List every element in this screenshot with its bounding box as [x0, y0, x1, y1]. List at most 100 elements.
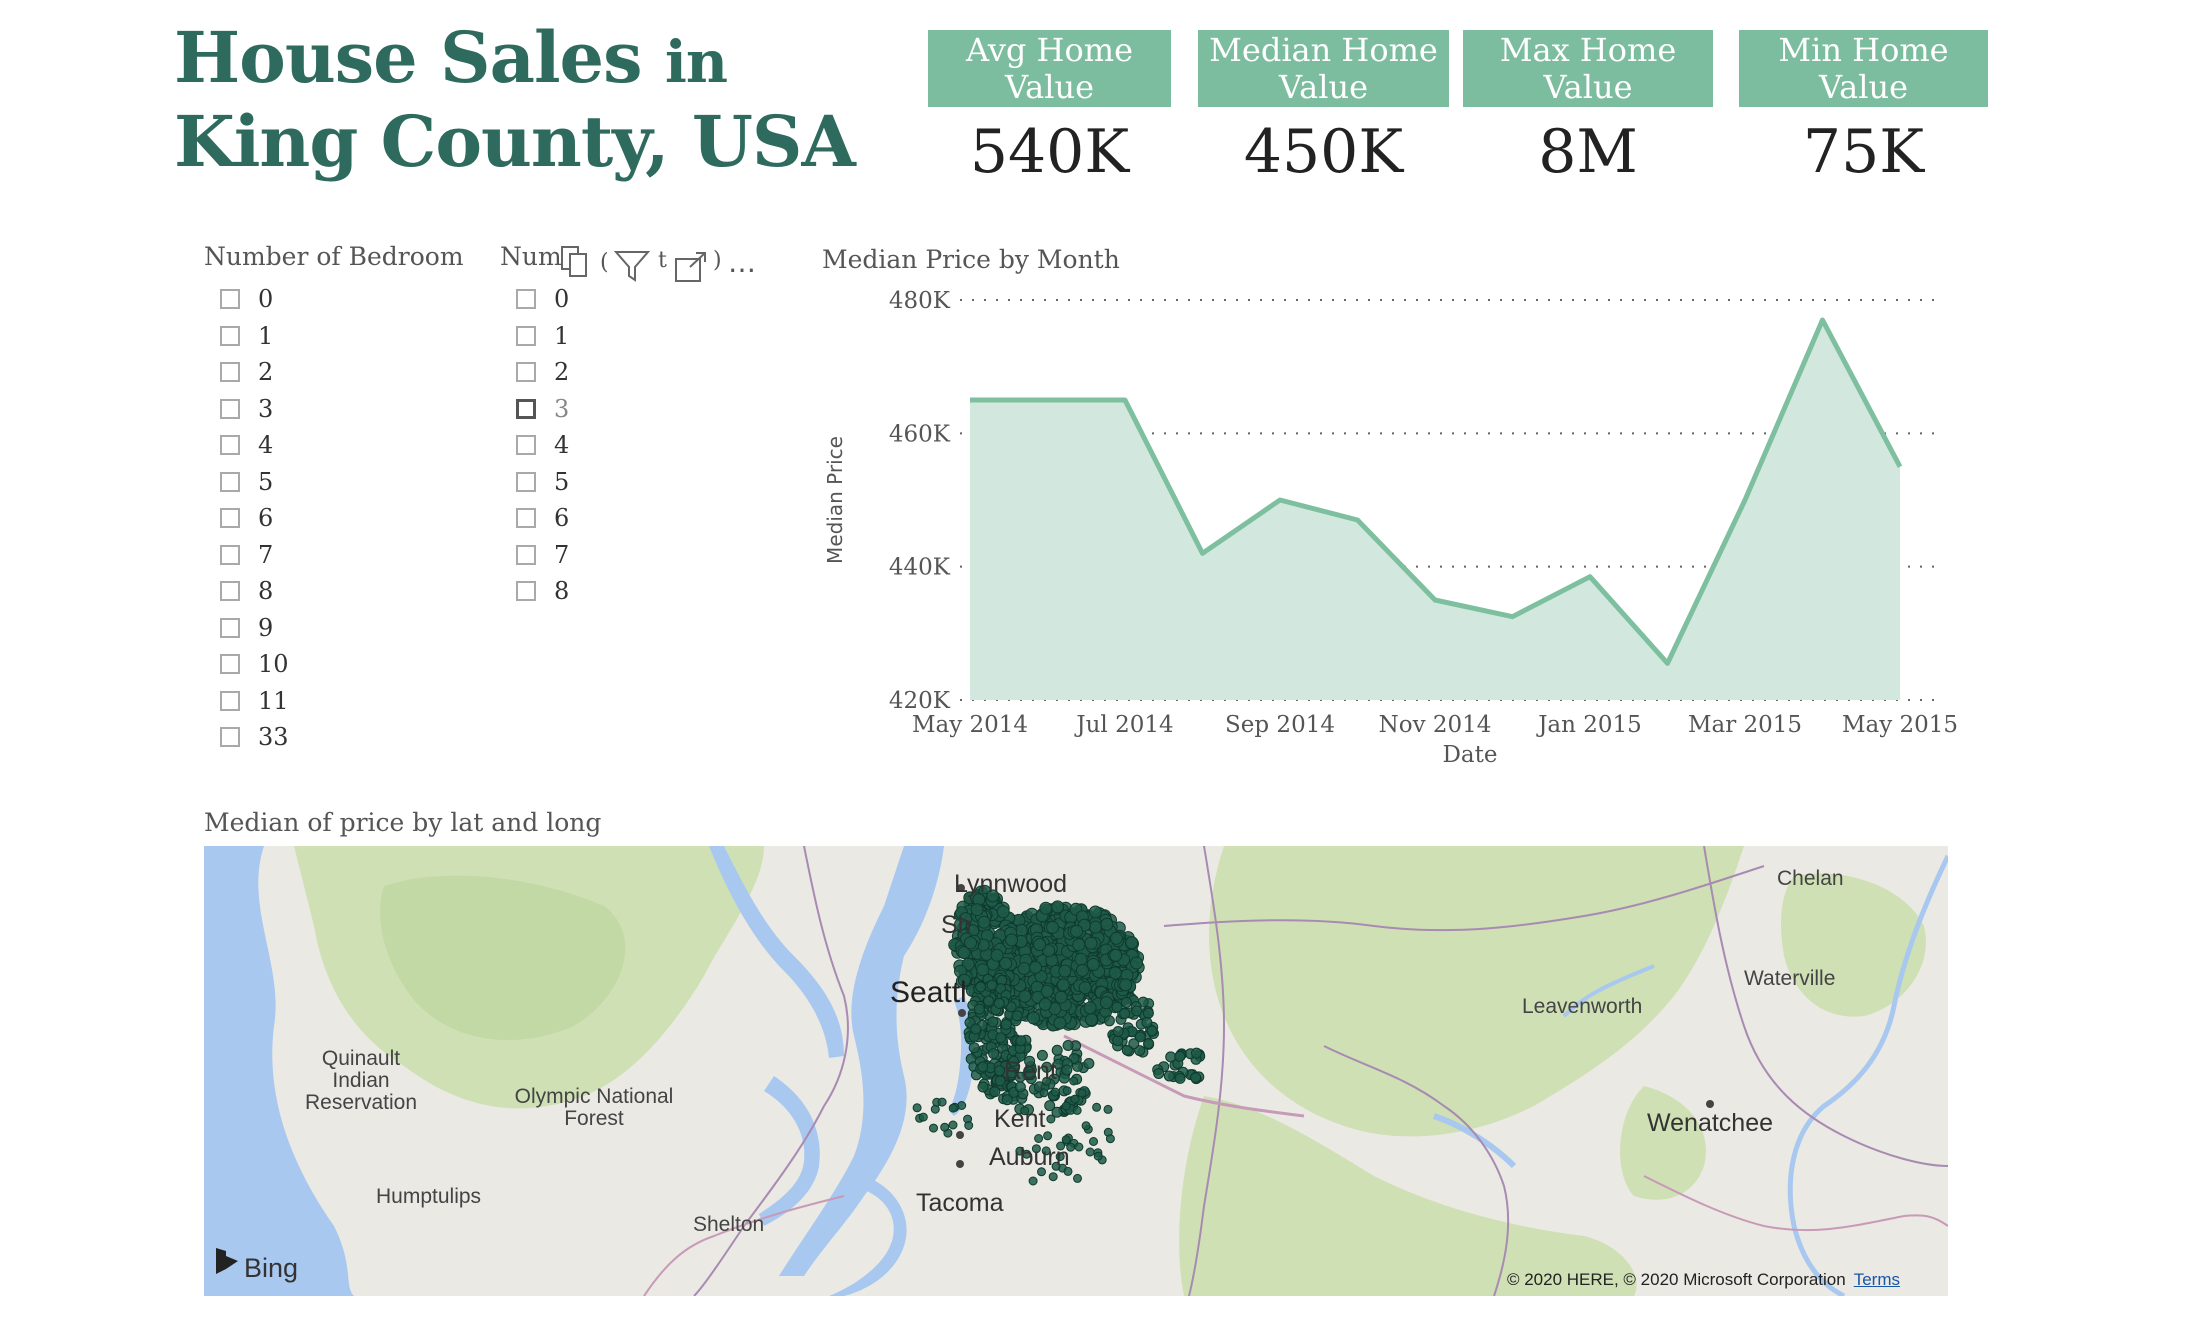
map-point[interactable]: [1036, 1049, 1048, 1061]
slicer-bedroom-option-9[interactable]: 9: [220, 610, 289, 647]
map-point[interactable]: [1031, 1144, 1041, 1154]
map-point[interactable]: [970, 1023, 982, 1035]
checkbox[interactable]: [220, 690, 240, 711]
map-point[interactable]: [1037, 1167, 1046, 1177]
map-point[interactable]: [968, 1042, 980, 1054]
map-point[interactable]: [1131, 1005, 1143, 1017]
map-point[interactable]: [1041, 1061, 1053, 1073]
map-point[interactable]: [1075, 963, 1089, 977]
slicer-bedroom-option-8[interactable]: 8: [220, 573, 289, 610]
map-point[interactable]: [1042, 944, 1056, 958]
map-point[interactable]: [1089, 920, 1102, 934]
map-point[interactable]: [1040, 984, 1054, 998]
map-point[interactable]: [1053, 1016, 1067, 1030]
map-point[interactable]: [1062, 1086, 1072, 1096]
map-point[interactable]: [1190, 1072, 1202, 1083]
checkbox[interactable]: [220, 617, 240, 638]
checkbox[interactable]: [220, 544, 240, 565]
checkbox[interactable]: [220, 581, 240, 602]
map-point[interactable]: [986, 979, 998, 991]
map-point[interactable]: [1153, 1068, 1165, 1079]
checkbox[interactable]: [220, 727, 240, 748]
map-point[interactable]: [1017, 962, 1031, 975]
map-point[interactable]: [1063, 1166, 1073, 1176]
map-point[interactable]: [1119, 1008, 1131, 1020]
map-point[interactable]: [1130, 956, 1143, 970]
map-point[interactable]: [964, 1121, 974, 1130]
checkbox[interactable]: [220, 471, 240, 492]
map-point[interactable]: [1051, 1161, 1061, 1171]
map-point[interactable]: [1054, 990, 1068, 1004]
map-point[interactable]: [999, 956, 1013, 970]
map-point[interactable]: [1146, 1025, 1158, 1037]
map-point[interactable]: [994, 1065, 1005, 1077]
map-point[interactable]: [1070, 924, 1084, 938]
map-point[interactable]: [1174, 1050, 1186, 1062]
map-point[interactable]: [948, 1103, 958, 1113]
slicer-bedroom-option-1[interactable]: 1: [220, 318, 289, 355]
map-point[interactable]: [1001, 1094, 1013, 1106]
map-point[interactable]: [1048, 1172, 1058, 1182]
map-point[interactable]: [988, 1048, 1000, 1060]
checkbox[interactable]: [516, 471, 536, 492]
map-point[interactable]: [1024, 1069, 1036, 1081]
map-point[interactable]: [976, 963, 990, 977]
checkbox[interactable]: [220, 362, 240, 383]
map-point[interactable]: [1109, 948, 1123, 962]
map-point[interactable]: [1142, 1007, 1154, 1019]
map-point[interactable]: [1000, 1019, 1012, 1030]
map-point[interactable]: [1125, 936, 1139, 950]
map-point[interactable]: [1134, 1045, 1146, 1057]
map-point[interactable]: [1041, 1146, 1051, 1156]
slicer-bedroom-option-10[interactable]: 10: [220, 646, 289, 683]
checkbox[interactable]: [220, 289, 240, 310]
map-point[interactable]: [1055, 1152, 1065, 1162]
map-point[interactable]: [1039, 1088, 1049, 1098]
map-point[interactable]: [970, 903, 984, 917]
map-point[interactable]: [1056, 978, 1070, 992]
map-point[interactable]: [1085, 1013, 1098, 1027]
map-point[interactable]: [1070, 1094, 1080, 1104]
map-point[interactable]: [948, 1120, 958, 1130]
checkbox[interactable]: [516, 544, 536, 565]
map-point[interactable]: [1078, 981, 1092, 995]
map-point[interactable]: [1033, 938, 1047, 952]
map-point[interactable]: [1014, 1081, 1026, 1093]
map-point[interactable]: [1143, 1038, 1155, 1049]
map-point[interactable]: [1077, 1088, 1087, 1098]
map-point[interactable]: [1121, 1044, 1133, 1056]
checkbox[interactable]: [220, 654, 240, 675]
map-point[interactable]: [1108, 966, 1122, 980]
checkbox[interactable]: [220, 325, 240, 346]
map-point[interactable]: [1174, 1072, 1186, 1084]
map-point[interactable]: [1084, 936, 1098, 950]
map-point[interactable]: [1005, 933, 1019, 947]
map-point[interactable]: [957, 946, 971, 960]
map-point[interactable]: [957, 973, 971, 987]
slicer-second-option-4[interactable]: 4: [516, 427, 569, 464]
map-point[interactable]: [993, 997, 1005, 1009]
map-point[interactable]: [1111, 1001, 1123, 1013]
copy-icon[interactable]: [560, 245, 590, 285]
map-point[interactable]: [983, 995, 995, 1007]
checkbox[interactable]: [516, 398, 536, 419]
slicer-bedroom-option-5[interactable]: 5: [220, 464, 289, 501]
map-point[interactable]: [1083, 1058, 1095, 1069]
map-point[interactable]: [1092, 1102, 1102, 1112]
map-point[interactable]: [1165, 1051, 1177, 1063]
map-point[interactable]: [1109, 931, 1123, 945]
map-point[interactable]: [1128, 1038, 1140, 1050]
map-point[interactable]: [1011, 1010, 1023, 1022]
map-point[interactable]: [977, 915, 991, 929]
checkbox[interactable]: [516, 289, 536, 310]
map-point[interactable]: [977, 1061, 989, 1073]
checkbox[interactable]: [516, 325, 536, 346]
map-point[interactable]: [1085, 1147, 1095, 1157]
map-point[interactable]: [975, 981, 987, 993]
map-point[interactable]: [912, 1103, 922, 1113]
map-point[interactable]: [1083, 1001, 1097, 1015]
map-point[interactable]: [1081, 1121, 1091, 1131]
map-point[interactable]: [1072, 938, 1086, 952]
map-visual[interactable]: Lynnwood Sh Seattl Rent Kent Auburn Taco…: [204, 846, 1948, 1296]
map-point[interactable]: [1062, 1040, 1074, 1051]
